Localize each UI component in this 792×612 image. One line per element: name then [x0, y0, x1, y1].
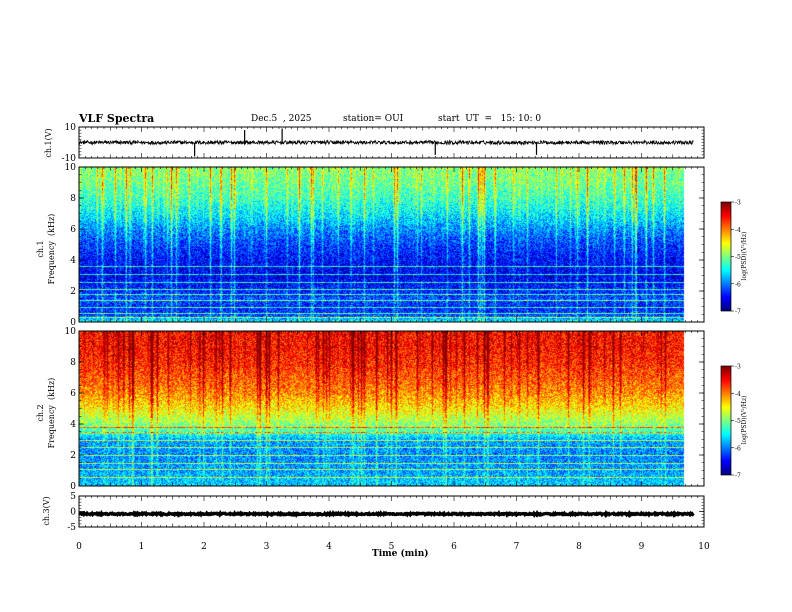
- ch1-colorbar-tick-label: -5: [735, 254, 741, 261]
- x-tick-label: 2: [201, 542, 207, 552]
- ch2-colorbar-tick-label: -7: [735, 473, 741, 480]
- ch3-waveform-trace: [78, 509, 695, 519]
- ch2-colorbar-tick-label: -5: [735, 418, 741, 425]
- x-tick-label: 4: [326, 542, 332, 552]
- ch2-spectrogram-ytick-label: 0: [70, 482, 76, 492]
- ch1-spectrogram-ytick-label: 8: [70, 194, 76, 204]
- start-time-label: start UT = 15: 10: 0: [438, 114, 542, 124]
- x-tick-label: 6: [451, 542, 457, 552]
- ch2-spectrogram-frame: [78, 330, 705, 487]
- ch1-colorbar-tick-label: -7: [735, 309, 741, 316]
- ch2-colorbar-tick-label: -3: [735, 364, 741, 371]
- ch1-colorbar-tick-label: -4: [735, 227, 741, 234]
- ch2-spectrogram-ytick-label: 4: [70, 420, 76, 430]
- x-tick-label: 10: [698, 542, 710, 552]
- ch1-spectrogram-ytick-label: 4: [70, 256, 76, 266]
- x-tick-label: 3: [264, 542, 270, 552]
- ch2-spectrogram-ytick-label: 6: [70, 389, 76, 399]
- ch1-waveform-panel: 10 -10: [62, 123, 705, 164]
- ch2-spectrogram-ytick-label: 10: [65, 327, 77, 337]
- ch1-spectrogram-frame: [78, 166, 705, 323]
- ch1-colorbar-tick-label: -3: [735, 200, 741, 207]
- ch2-colorbar-frame: [720, 365, 732, 476]
- ch3-waveform-panel: 50-50 1 2 3 4 5 6 7 8 9 10: [67, 492, 710, 552]
- ch1-spectrogram-image: [79, 167, 694, 322]
- figure-title: VLF Spectra: [79, 112, 155, 125]
- ch1-colorbar-axis: -3 -4 -5 -6 -7: [720, 200, 741, 316]
- ch2-spectrogram-axes: 0 2 4 6 8 10: [65, 327, 705, 492]
- ch1-spectrogram-ytick-label: 10: [65, 163, 77, 173]
- ch1-colorbar-tick-label: -6: [735, 281, 741, 288]
- date-label: Dec.5 , 2025: [251, 114, 312, 124]
- ch1-colorbar: [721, 202, 731, 311]
- ch3-waveform-ytick-label: -5: [67, 523, 76, 533]
- ch1-spectrogram-axes: 0 2 4 6 8 10: [65, 163, 705, 328]
- ch1-spectrogram-ytick-label: 2: [70, 287, 76, 297]
- ch2-spectrogram-ytick-label: 2: [70, 451, 76, 461]
- x-tick-label: 8: [576, 542, 582, 552]
- ch1-waveform-trace: [78, 139, 694, 146]
- station-label: station= OUI: [343, 114, 404, 124]
- x-tick-label: 0: [76, 542, 82, 552]
- ch2-colorbar: [721, 366, 731, 475]
- ch1-spectrogram-ytick-label: 6: [70, 225, 76, 235]
- ch3-waveform-ytick-label: 0: [70, 508, 76, 518]
- x-tick-label: 7: [514, 542, 520, 552]
- ch2-colorbar-tick-label: -4: [735, 391, 741, 398]
- ch2-spectrogram-image: [79, 331, 694, 486]
- ch2-spectrogram-ytick-label: 8: [70, 358, 76, 368]
- ch3-waveform-ytick-label: 5: [70, 492, 76, 502]
- x-tick-label: 5: [389, 542, 395, 552]
- ch2-colorbar-axis: -3 -4 -5 -6 -7: [720, 364, 741, 480]
- ch1-colorbar-frame: [720, 201, 732, 312]
- x-tick-label: 1: [139, 542, 145, 552]
- ch1-spectrogram-ytick-label: 0: [70, 318, 76, 328]
- ch1-waveform-ytick-label: -10: [62, 154, 77, 164]
- ch2-colorbar-tick-label: -6: [735, 445, 741, 452]
- x-axis-label: Time (min): [372, 549, 429, 559]
- ch1-waveform-ytick-label: 10: [65, 123, 77, 133]
- x-tick-label: 9: [639, 542, 645, 552]
